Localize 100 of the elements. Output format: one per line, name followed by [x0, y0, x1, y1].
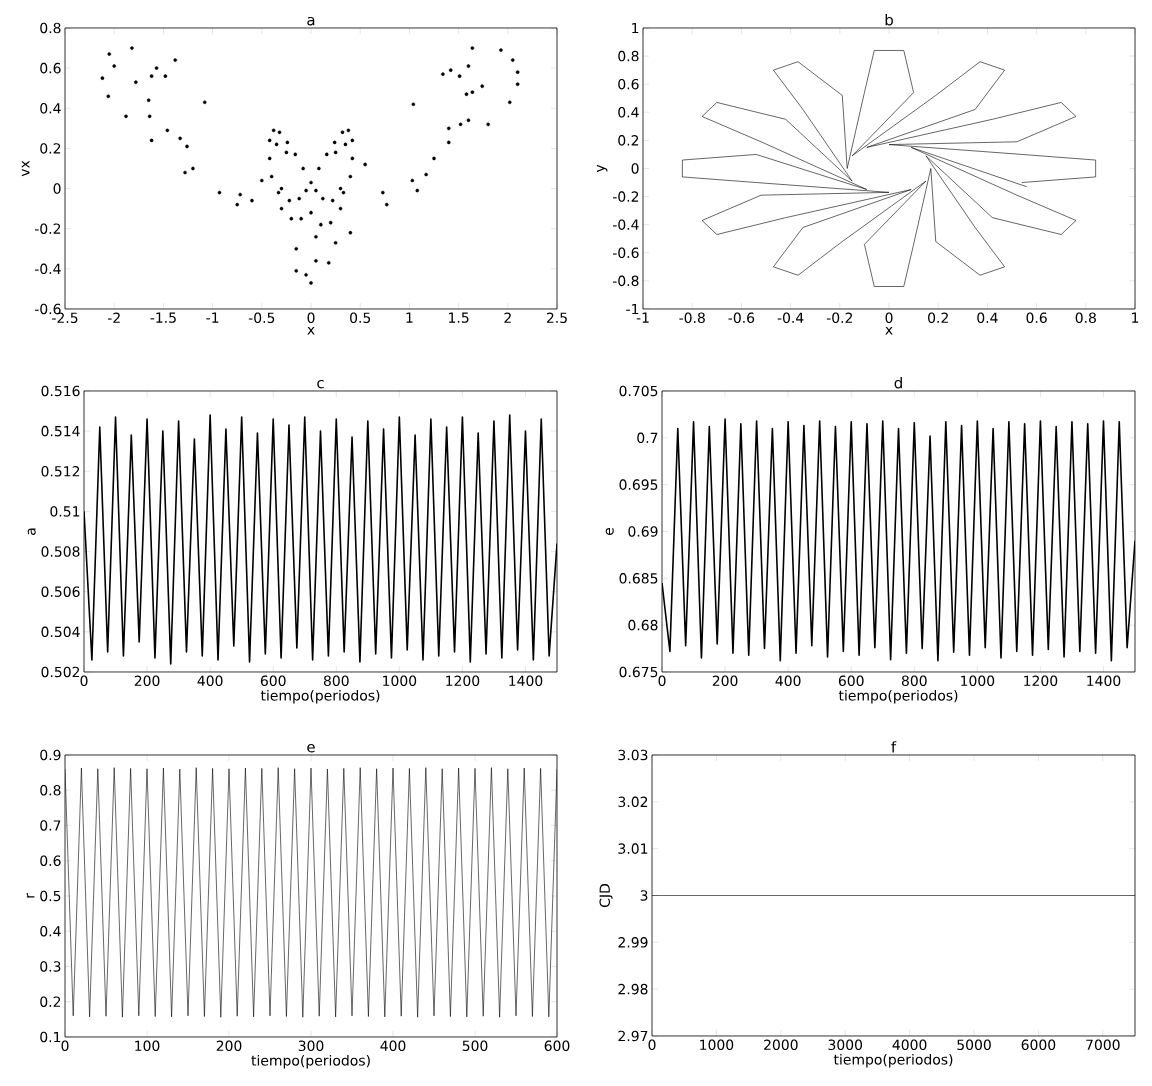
- y-tick-label: 0: [53, 183, 61, 194]
- x-tick-label: 600: [838, 675, 864, 687]
- x-tick-label: 2000: [764, 1039, 798, 1051]
- chart-title: d: [894, 376, 902, 389]
- y-tick-label: 0.51: [50, 506, 80, 517]
- y-tick-label: 3: [640, 890, 648, 901]
- line-series: [682, 50, 1096, 287]
- x-tick-label: 600: [260, 675, 286, 687]
- y-tick-label: 0.695: [619, 479, 658, 490]
- x-tick-label: 200: [216, 1040, 242, 1052]
- y-tick-label: 0.6: [40, 855, 61, 867]
- y-tick-label: -0.2: [612, 191, 639, 202]
- x-axis-title: tiempo(periodos): [838, 689, 958, 704]
- x-tick-label: 1: [406, 312, 413, 323]
- y-axis-title: r: [26, 893, 35, 898]
- x-tick-label: 0.2: [928, 312, 948, 324]
- chart-title: e: [307, 743, 315, 753]
- x-tick-label: 600: [544, 1040, 570, 1052]
- x-tick-label: 1400: [1087, 675, 1121, 687]
- y-axis-title: CJD: [599, 884, 613, 907]
- x-tick-label: 500: [462, 1040, 488, 1052]
- x-tick-label: 300: [298, 1040, 324, 1052]
- y-tick-label: 0.7: [637, 432, 658, 444]
- y-tick-label: 0.8: [40, 784, 61, 796]
- y-tick-label: 0: [631, 163, 639, 174]
- y-tick-label: 0.512: [41, 465, 80, 477]
- x-tick-label: 0.4: [977, 312, 998, 324]
- x-tick-label: 2.5: [546, 312, 567, 324]
- y-tick-label: 0.504: [41, 626, 80, 638]
- x-tick-label: 1400: [509, 675, 543, 687]
- chart-title: a: [307, 16, 315, 26]
- y-axis-title: e: [605, 527, 614, 536]
- x-axis-title: x: [885, 326, 893, 335]
- y-tick-label: 0.6: [618, 78, 639, 90]
- x-tick-label: 400: [197, 675, 223, 687]
- x-tick-label: 200: [712, 675, 738, 687]
- x-axis-title: tiempo(periodos): [833, 1053, 953, 1068]
- x-tick-label: -2: [107, 312, 120, 323]
- x-tick-label: -0.8: [679, 312, 705, 324]
- x-tick-label: -0.6: [728, 312, 755, 324]
- y-tick-label: 2.98: [618, 983, 648, 995]
- y-tick-label: 0.675: [619, 666, 658, 678]
- y-tick-label: 0.8: [40, 22, 61, 34]
- x-tick-label: 0.5: [350, 312, 371, 324]
- y-tick-label: 2.97: [618, 1030, 648, 1042]
- y-tick-label: 0.9: [40, 749, 61, 761]
- y-tick-label: 0.69: [628, 526, 658, 537]
- y-tick-label: 0.68: [628, 619, 658, 631]
- y-tick-label: 0.506: [41, 586, 80, 597]
- x-axis-title: tiempo(periodos): [251, 1054, 370, 1069]
- x-tick-label: 4000: [892, 1039, 927, 1051]
- x-tick-label: 1000: [961, 675, 995, 687]
- y-tick-label: -0.8: [612, 275, 639, 287]
- y-axis-title: vx: [21, 160, 30, 177]
- y-tick-label: -0.6: [612, 247, 639, 259]
- y-tick-label: 0.4: [40, 925, 61, 937]
- chart-title: b: [885, 13, 893, 26]
- x-tick-label: 1200: [446, 675, 480, 687]
- y-tick-label: 0.514: [41, 425, 80, 437]
- y-tick-label: 0.3: [40, 961, 61, 972]
- y-tick-label: -0.2: [34, 223, 61, 234]
- y-tick-label: 0.5: [40, 890, 61, 902]
- x-tick-label: 1000: [700, 1039, 734, 1051]
- y-tick-label: 3.03: [618, 749, 648, 761]
- x-tick-label: 1: [1132, 312, 1139, 323]
- x-tick-label: 6000: [1021, 1039, 1056, 1051]
- y-tick-label: 0.2: [40, 143, 61, 154]
- x-tick-label: 1.5: [449, 312, 469, 323]
- y-axis-title: y: [596, 164, 608, 173]
- x-tick-label: -0.2: [826, 312, 853, 324]
- y-tick-label: 1: [632, 22, 639, 34]
- y-tick-label: 2.99: [618, 937, 648, 948]
- x-tick-label: 0.6: [1026, 312, 1047, 324]
- y-tick-label: 0.508: [41, 546, 80, 557]
- x-tick-label: 400: [775, 675, 801, 687]
- y-tick-label: 0.2: [618, 135, 639, 146]
- x-tick-label: 400: [380, 1040, 406, 1052]
- y-tick-label: 0.4: [618, 107, 639, 118]
- x-axis-title: x: [307, 326, 315, 335]
- x-tick-label: 200: [134, 675, 160, 687]
- x-tick-label: 1000: [383, 675, 417, 687]
- x-tick-label: 2: [504, 312, 511, 323]
- x-tick-label: 0: [885, 312, 893, 324]
- y-tick-label: -0.4: [34, 263, 61, 275]
- y-tick-label: 0.2: [40, 996, 61, 1008]
- x-tick-label: 0: [80, 675, 88, 687]
- y-tick-label: 0.516: [41, 385, 80, 397]
- x-tick-label: 3000: [828, 1039, 863, 1051]
- y-tick-label: 0.6: [40, 62, 61, 74]
- x-tick-label: 800: [901, 675, 927, 687]
- y-tick-label: 0.4: [40, 102, 61, 114]
- y-tick-label: -0.4: [612, 219, 639, 230]
- x-tick-label: 5000: [957, 1039, 991, 1051]
- y-tick-label: 3.02: [618, 796, 648, 808]
- x-axis-title: tiempo(periodos): [260, 689, 380, 704]
- x-tick-label: -1.5: [150, 312, 176, 323]
- x-tick-label: 0: [658, 675, 666, 687]
- x-tick-label: -1: [206, 312, 219, 323]
- x-tick-label: -0.5: [248, 312, 275, 324]
- y-tick-label: 0.8: [618, 50, 639, 62]
